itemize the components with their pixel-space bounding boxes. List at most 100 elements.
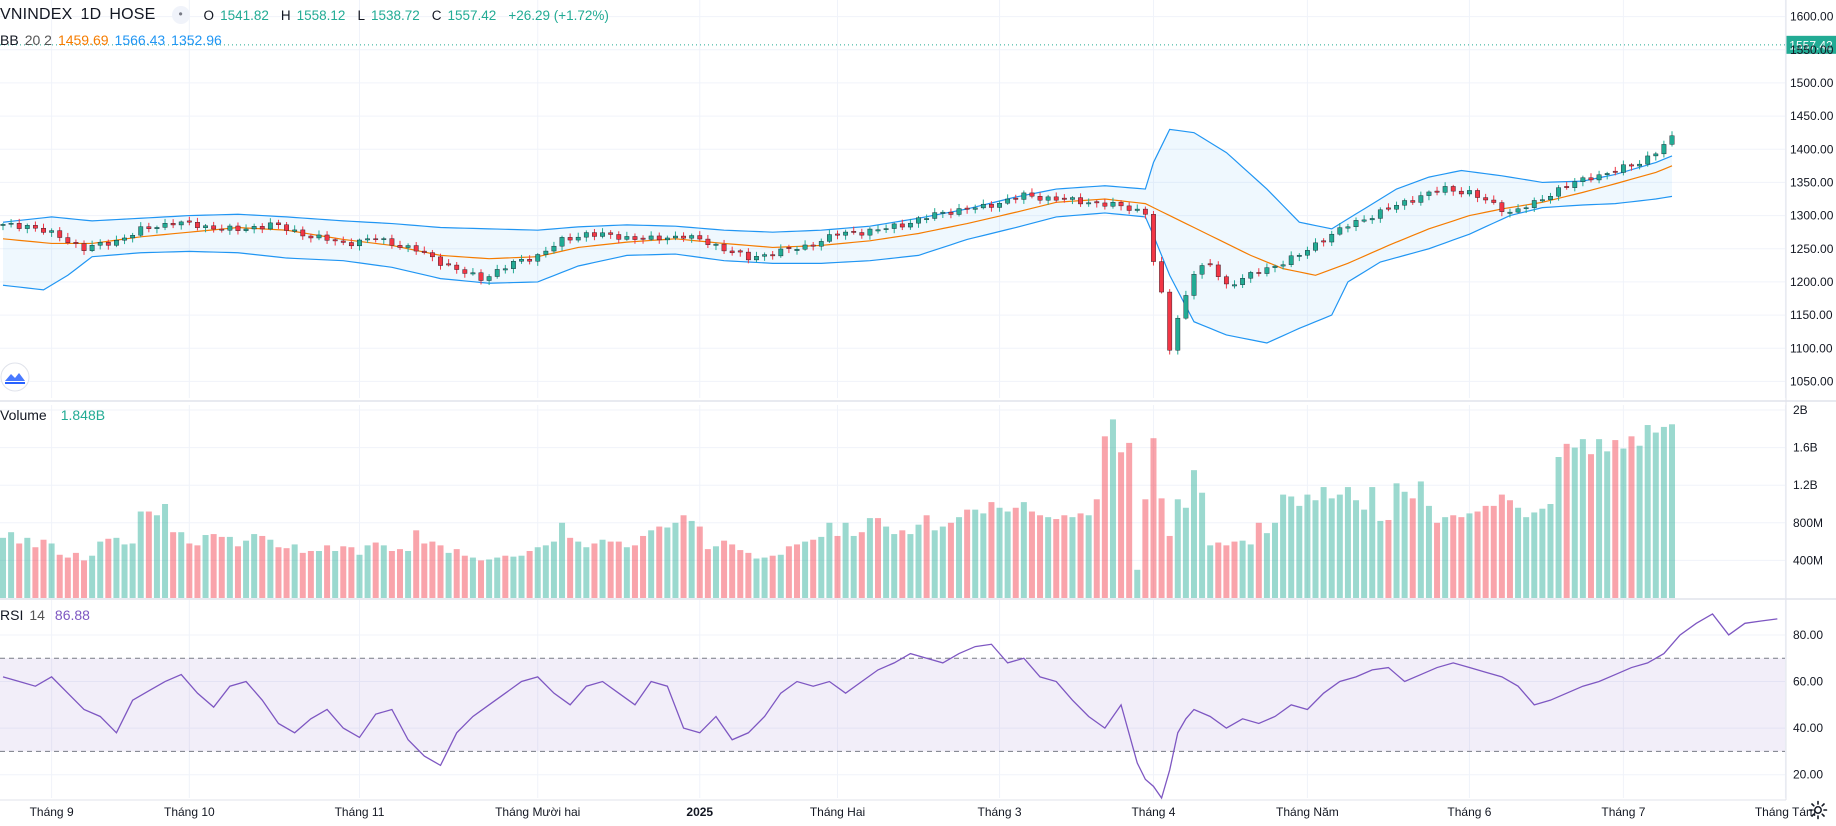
- candle-body: [948, 211, 954, 215]
- high-value: 1558.12: [296, 7, 346, 23]
- candle-body: [1070, 197, 1075, 200]
- volume-bar: [40, 539, 47, 598]
- volume-bar: [1231, 541, 1238, 598]
- volume-bar: [1004, 511, 1011, 598]
- candle-body: [535, 254, 541, 262]
- volume-legend[interactable]: Volume 1.848B: [0, 407, 111, 423]
- symbol-name[interactable]: VNINDEX: [0, 6, 73, 23]
- candle-body: [1305, 250, 1310, 256]
- volume-bar: [834, 535, 841, 598]
- candle-body: [1612, 170, 1618, 173]
- candle-body: [1102, 202, 1108, 207]
- candles: [0, 131, 1675, 355]
- candle-body: [964, 207, 970, 210]
- candle-body: [1248, 272, 1254, 279]
- candle-body: [802, 244, 808, 250]
- x-tick-label: Tháng Tám: [1755, 805, 1816, 819]
- volume-bar: [1620, 448, 1627, 598]
- volume-bar: [243, 540, 250, 598]
- candle-body: [1572, 181, 1578, 188]
- candle-body: [81, 243, 87, 251]
- candle-body: [154, 227, 160, 229]
- volume-bar: [1539, 508, 1546, 598]
- candle-body: [883, 228, 889, 230]
- volume-bar: [32, 547, 39, 598]
- volume-bar: [1134, 569, 1141, 598]
- candle-body: [421, 250, 427, 253]
- candle-body: [1475, 190, 1480, 198]
- candle-body: [1661, 144, 1667, 155]
- candle-body: [1240, 278, 1245, 285]
- rsi-tick-label: 20.00: [1793, 768, 1823, 782]
- candle-body: [357, 239, 362, 247]
- candle-body: [33, 225, 38, 229]
- rsi-legend[interactable]: RSI 14 86.88: [0, 607, 96, 623]
- candle-body: [729, 250, 735, 254]
- volume-bar: [1093, 499, 1100, 598]
- volume-bar: [1280, 494, 1287, 598]
- volume-bar: [486, 559, 493, 598]
- volume-bar: [1150, 438, 1157, 598]
- volume-bar: [688, 520, 695, 598]
- volume-bar: [129, 543, 136, 598]
- x-tick-label: Tháng Mười hai: [495, 805, 580, 819]
- candle-body: [1183, 295, 1189, 319]
- volume-bar: [1336, 494, 1343, 598]
- gear-icon[interactable]: [1808, 800, 1828, 820]
- candle-body: [1313, 242, 1318, 251]
- volume-bar: [899, 530, 906, 598]
- volume-bar: [980, 513, 987, 598]
- candle-body: [511, 261, 516, 269]
- candle-body: [478, 272, 484, 281]
- volume-bar: [972, 509, 979, 598]
- candle-body: [916, 217, 921, 224]
- candle-body: [1337, 227, 1343, 235]
- volume-bar: [1353, 500, 1360, 598]
- candle-body: [8, 223, 14, 225]
- bb-upper-line: [2, 128, 1673, 233]
- volume-bar: [510, 556, 517, 598]
- candle-body: [1256, 272, 1262, 274]
- x-tick-label: Tháng Hai: [810, 805, 865, 819]
- rsi-tick-label: 60.00: [1793, 675, 1823, 689]
- price-tick-label: 1350.00: [1790, 175, 1834, 189]
- bb-legend[interactable]: BB 20 2 1459.69 1566.43 1352.96: [0, 32, 228, 48]
- price-tick-label: 1300.00: [1790, 209, 1834, 223]
- candle-body: [1596, 174, 1602, 181]
- interval[interactable]: 1D: [80, 6, 102, 23]
- tradingview-logo-icon[interactable]: [0, 362, 30, 392]
- x-tick-label: Tháng 3: [978, 805, 1022, 819]
- candle-body: [673, 235, 678, 239]
- price-tick-label: 1500.00: [1790, 76, 1834, 90]
- volume-bar: [332, 551, 339, 598]
- candle-body: [332, 239, 338, 242]
- x-tick-label: 2025: [686, 805, 713, 819]
- candle-body: [705, 238, 711, 245]
- volume-bar: [1304, 494, 1311, 598]
- candle-body: [592, 232, 597, 237]
- candle-body: [259, 226, 265, 230]
- volume-bars: [0, 419, 1675, 598]
- volume-bar: [1612, 440, 1619, 598]
- volume-bar: [704, 549, 711, 598]
- volume-bar: [542, 545, 549, 598]
- candle-body: [551, 245, 557, 252]
- candle-body: [600, 232, 605, 237]
- rsi-params: 14: [29, 607, 45, 623]
- low-value: 1538.72: [370, 7, 420, 23]
- volume-bar: [226, 536, 233, 598]
- candle-body: [908, 222, 913, 228]
- market-status-dot-icon[interactable]: •: [171, 6, 190, 24]
- candle-body: [1272, 265, 1278, 268]
- candle-body: [1434, 190, 1440, 193]
- volume-bar: [1190, 470, 1197, 598]
- candle-body: [843, 231, 849, 236]
- candle-body: [1531, 200, 1537, 208]
- candle-body: [1604, 173, 1610, 175]
- candle-body: [122, 237, 127, 241]
- x-tick-label: Tháng 10: [164, 805, 215, 819]
- volume-bar: [210, 534, 217, 598]
- volume-bar: [956, 517, 963, 598]
- candle-body: [324, 234, 330, 241]
